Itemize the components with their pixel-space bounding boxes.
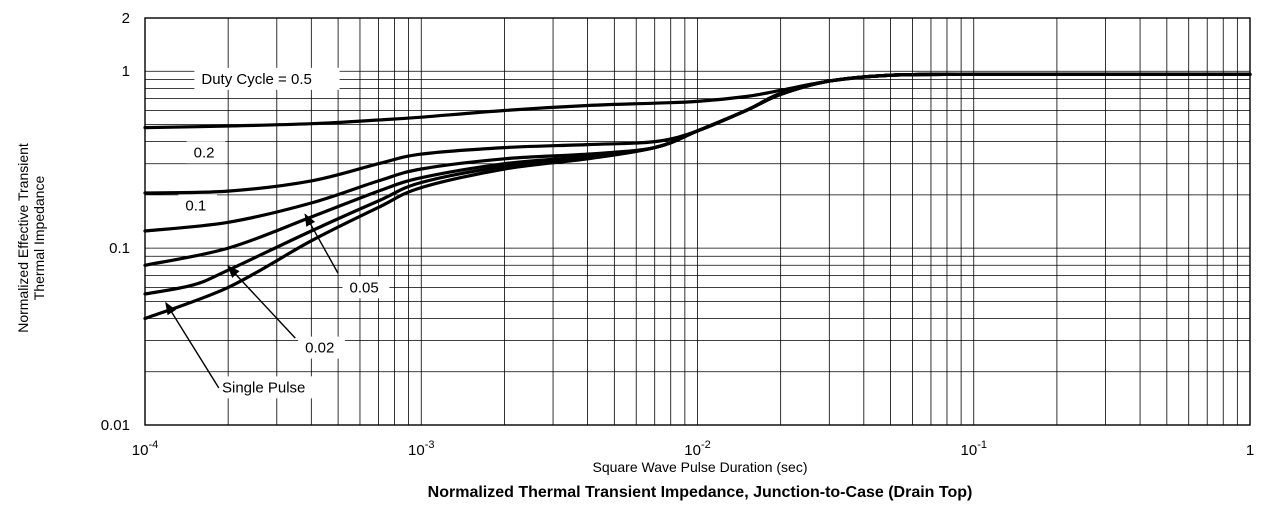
annotation-label: 0.05: [350, 279, 379, 296]
plot-frame: [144, 17, 1251, 426]
annotation-arrow: [165, 301, 220, 389]
annotation-background: [178, 194, 217, 217]
annotation-background: [342, 276, 390, 299]
x-tick-label: 10-3: [408, 439, 434, 459]
y-axis-label-line-2: Thermal Impedance: [31, 176, 47, 301]
y-tick-label: 0.1: [109, 240, 130, 257]
chart-title: Normalized Thermal Transient Impedance, …: [428, 484, 973, 501]
impedance-curves: [143, 72, 1252, 321]
y-tick-label: 0.01: [101, 417, 130, 434]
annotation-label: 0.1: [185, 198, 206, 215]
annotation-arrow: [227, 265, 296, 339]
annotation-background: [215, 376, 328, 399]
y-tick-label: 2: [122, 10, 130, 27]
x-tick-label: 10-1: [961, 439, 987, 459]
x-tick-label: 10-2: [684, 439, 710, 459]
curve-single-pulse: [143, 72, 1252, 321]
curve-annotations: Duty Cycle = 0.5 0.2 0.1 0.05 0.02 Single Pul…: [165, 67, 390, 399]
annotation-background: [194, 67, 340, 90]
annotation-label: 0.2: [194, 144, 215, 161]
x-tick-label: 1: [1246, 442, 1254, 459]
x-axis-label: Square Wave Pulse Duration (sec): [592, 459, 807, 475]
annotation-label: Single Pulse: [222, 379, 305, 396]
y-tick-labels: 2 1 0.1 0.01: [101, 10, 130, 434]
x-tick-label: 10-4: [132, 439, 158, 459]
annotation-arrow: [304, 213, 339, 274]
y-tick-label: 1: [122, 63, 130, 80]
annotation-background: [298, 336, 345, 359]
annotation-label: Duty Cycle = 0.5: [201, 71, 311, 88]
grid: [144, 17, 1250, 426]
y-axis-label-line-1: Normalized Effective Transient: [15, 143, 31, 333]
x-tick-labels: 10-4 10-3 10-2 10-1 1: [132, 439, 1254, 459]
annotation-background: [186, 141, 226, 164]
annotation-label: 0.02: [305, 340, 334, 357]
